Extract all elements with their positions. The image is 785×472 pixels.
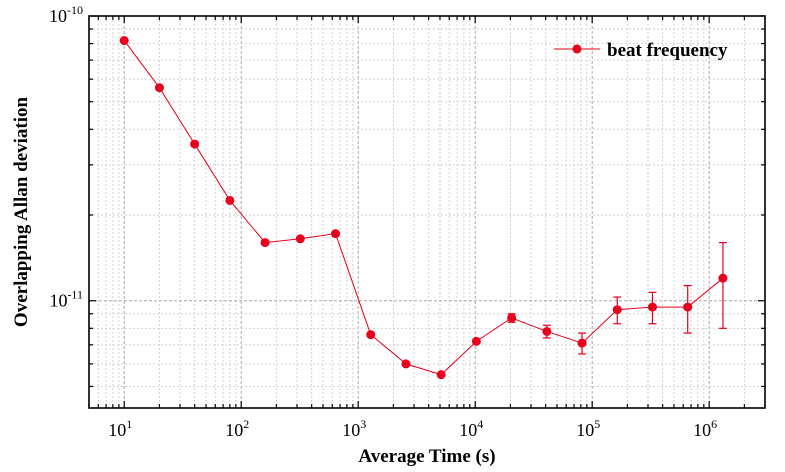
x-tick-label: 104 <box>459 417 483 440</box>
legend-label: beat frequency <box>607 40 728 61</box>
x-tick-label: 101 <box>108 417 132 440</box>
data-point <box>366 330 376 340</box>
y-tick-label: 10-10 <box>49 3 83 26</box>
data-point <box>577 338 587 348</box>
data-point <box>295 234 305 244</box>
legend-marker <box>572 44 582 54</box>
x-tick-label: 103 <box>342 417 366 440</box>
data-point <box>154 83 164 93</box>
data-point <box>718 273 728 283</box>
x-axis-title: Average Time (s) <box>358 446 495 467</box>
data-point <box>647 302 657 312</box>
data-point <box>612 305 622 315</box>
data-point <box>542 326 552 336</box>
legend: beat frequency <box>554 40 728 61</box>
data-series <box>119 36 728 380</box>
data-point <box>471 336 481 346</box>
data-point <box>436 370 446 380</box>
data-point <box>190 139 200 149</box>
data-point <box>331 229 341 239</box>
grid <box>88 15 766 408</box>
data-point <box>507 313 517 323</box>
axes: 101 102 103 104 105 106 10-11 10-10 <box>49 3 766 440</box>
x-tick-label: 106 <box>693 417 717 440</box>
data-point <box>260 238 270 248</box>
x-tick-label: 105 <box>576 417 600 440</box>
y-tick-label: 10-11 <box>49 288 83 311</box>
data-point <box>401 359 411 369</box>
plot-frame <box>88 15 766 409</box>
data-point <box>119 36 129 46</box>
data-point <box>683 302 693 312</box>
series-line <box>123 40 724 376</box>
x-tick-label: 102 <box>225 417 249 440</box>
data-point <box>225 195 235 205</box>
y-axis-title: Overlapping Allan deviation <box>11 96 32 327</box>
